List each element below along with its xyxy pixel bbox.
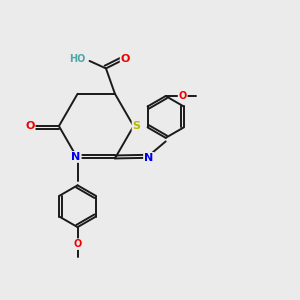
- Text: O: O: [25, 121, 34, 131]
- Text: HO: HO: [69, 54, 85, 64]
- Text: O: O: [121, 54, 130, 64]
- Text: N: N: [71, 152, 81, 162]
- Text: O: O: [74, 239, 82, 249]
- Text: N: N: [144, 153, 153, 163]
- Text: S: S: [133, 121, 141, 131]
- Text: O: O: [178, 91, 187, 101]
